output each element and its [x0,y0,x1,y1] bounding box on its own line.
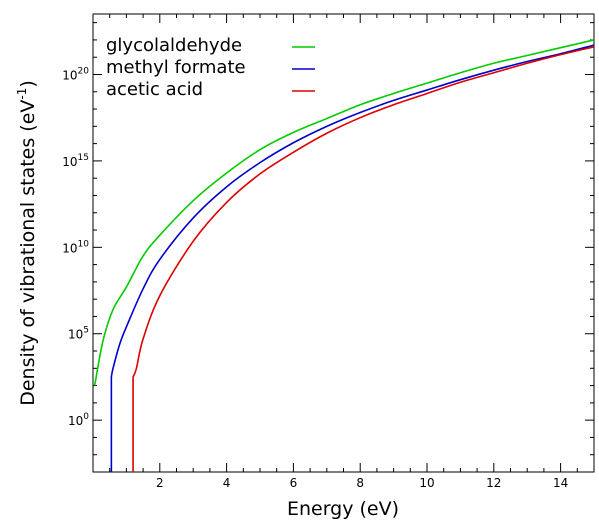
y-tick-base: 10 [62,155,77,169]
y-axis-label-close: ) [17,80,39,87]
x-tick-label: 6 [290,476,298,490]
y-tick-label: 1010 [62,239,89,255]
y-axis-label-main: Density of vibrational states (eV [17,100,39,406]
y-tick-label: 1020 [62,66,89,82]
x-tick-label: 2 [156,476,164,490]
series-line-glycolaldehyde [93,39,595,386]
y-tick-base: 10 [62,68,77,82]
y-tick-exponent: 10 [78,239,90,249]
x-tick-label: 12 [486,476,501,490]
x-tick-label: 4 [223,476,231,490]
y-tick-exponent: 0 [83,412,89,422]
x-axis-label: Energy (eV) [287,498,399,520]
y-tick-base: 10 [68,414,83,428]
series-lines [93,39,595,472]
y-axis-label: Density of vibrational states (eV-1) [15,80,39,406]
y-tick-exponent: 5 [83,326,89,336]
y-tick-base: 10 [68,328,83,342]
y-tick-label: 105 [68,326,89,342]
x-tick-label: 14 [553,476,568,490]
x-ticks: 2 4 6 8 10 12 14 [109,14,578,490]
y-axis-label-sup: -1 [15,88,29,100]
y-tick-exponent: 15 [78,153,89,163]
y-tick-base: 10 [62,241,77,255]
series-line-methyl-formate [110,44,595,472]
x-tick-label: 10 [419,476,434,490]
x-tick-label: 8 [356,476,364,490]
y-tick-label: 100 [68,412,89,428]
legend-label-glycolaldehyde: glycolaldehyde [106,35,242,56]
series-line-acetic-acid [132,46,595,472]
y-tick-exponent: 20 [78,66,90,76]
y-tick-label: 1015 [62,153,89,169]
legend-label-methyl-formate: methyl formate [106,57,246,78]
legend-label-acetic-acid: acetic acid [106,79,203,100]
